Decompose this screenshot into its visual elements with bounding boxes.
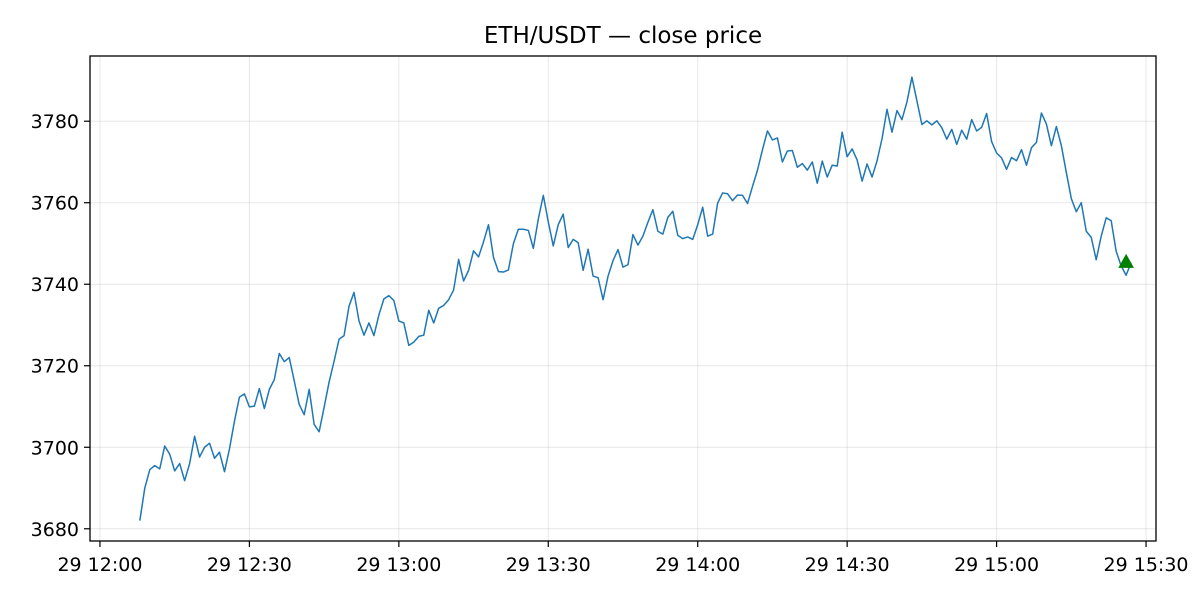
chart-title: ETH/USDT — close price: [484, 23, 762, 49]
series-layer: [139, 76, 1132, 521]
series-line: [139, 76, 1132, 521]
x-tick-label: 29 14:00: [655, 554, 740, 576]
x-tick-label: 29 12:00: [57, 554, 142, 576]
marker-layer: [1118, 253, 1134, 268]
grid-lines: [90, 56, 1156, 541]
x-tick-label: 29 15:00: [954, 554, 1039, 576]
x-axis: 29 12:00 29 12:30 29 13:00 29 13:30 29 14:00…: [57, 541, 1189, 576]
y-axis: 3680 3700 3720 3740 3760 3780: [31, 111, 90, 541]
y-tick-label: 3680: [31, 519, 79, 541]
x-tick-label: 29 13:30: [506, 554, 591, 576]
y-tick-label: 3760: [31, 193, 79, 215]
x-tick-label: 29 12:30: [207, 554, 292, 576]
x-tick-label: 29 14:30: [805, 554, 890, 576]
x-tick-label: 29 15:30: [1104, 554, 1189, 576]
y-tick-label: 3780: [31, 111, 79, 133]
y-tick-label: 3740: [31, 274, 79, 296]
x-tick-label: 29 13:00: [356, 554, 441, 576]
y-tick-label: 3720: [31, 356, 79, 378]
plot-frame: [89, 55, 1157, 542]
buy-signal-marker: [1118, 253, 1134, 268]
y-tick-label: 3700: [31, 437, 79, 459]
